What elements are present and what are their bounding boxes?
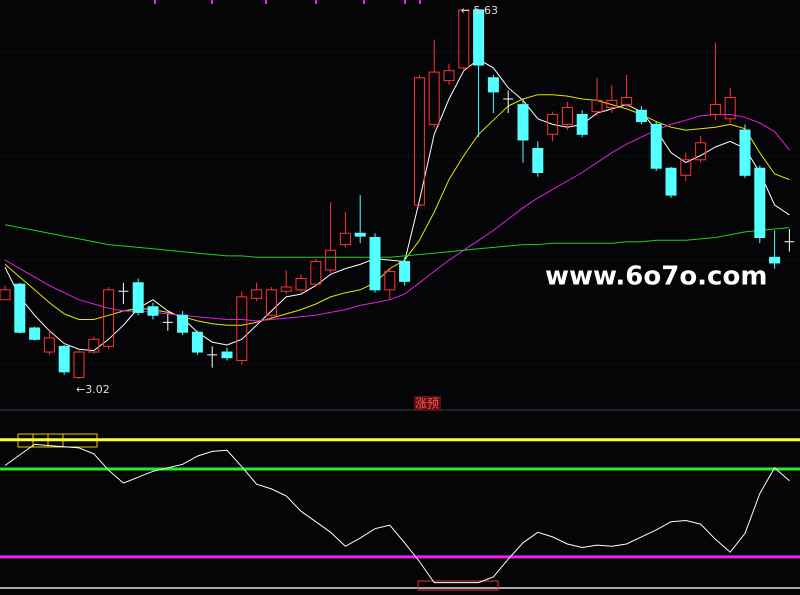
candle-body <box>43 337 55 353</box>
candle-body <box>310 261 322 285</box>
candle-body <box>428 71 440 125</box>
candle-body <box>147 306 159 316</box>
candle-body <box>325 249 337 271</box>
candle-body <box>88 338 100 353</box>
candle-body <box>280 286 292 292</box>
candle-body <box>0 289 11 301</box>
candle-body <box>754 167 766 239</box>
candle-body <box>73 351 85 378</box>
watermark: www.6o7o.com <box>545 262 767 292</box>
candle-body <box>14 283 26 333</box>
candle-body <box>443 70 455 82</box>
candle-body <box>709 104 721 116</box>
candle-body <box>221 351 233 359</box>
candle-body <box>236 296 248 362</box>
moving-average <box>4 224 790 258</box>
candle-body <box>132 282 144 313</box>
candle-body <box>339 232 351 246</box>
candle-body <box>576 114 588 135</box>
candle-body <box>369 237 381 291</box>
moving-average <box>4 58 790 352</box>
candle-body <box>191 331 203 353</box>
signal-label: 涨预 <box>415 396 439 411</box>
candle-body <box>58 345 70 373</box>
candle-body <box>606 99 618 108</box>
candle-body <box>265 289 277 316</box>
candle-body <box>650 123 662 169</box>
candle-body <box>635 109 647 123</box>
candle-body <box>621 97 633 106</box>
candle-body <box>399 261 411 282</box>
grid <box>0 51 800 365</box>
candle-body <box>547 114 559 135</box>
candle-body <box>517 104 529 141</box>
candle-body <box>103 289 115 347</box>
low-label: ←3.02 <box>76 383 110 396</box>
candle-body <box>354 232 366 237</box>
candle-body <box>251 289 263 299</box>
high-label: ← 5.63 <box>461 4 498 17</box>
indicator-line <box>4 443 790 584</box>
candle-body <box>665 167 677 196</box>
candle-body <box>29 327 41 340</box>
top-clipped-marks <box>154 0 421 4</box>
candle-body <box>177 314 189 333</box>
candle-body <box>295 278 307 291</box>
candle-body <box>384 270 396 291</box>
candle-body <box>487 77 499 93</box>
candle-body <box>591 99 603 113</box>
candle-body <box>769 256 781 264</box>
candle-body <box>739 129 751 176</box>
candle-body <box>532 147 544 173</box>
signal-box <box>417 580 499 591</box>
signal-badge <box>414 396 441 411</box>
candle-body <box>413 77 425 206</box>
plot: ← 5.63 ←3.02 <box>0 4 800 584</box>
candle-body <box>458 9 470 69</box>
candle-body <box>473 9 485 66</box>
candle-body <box>724 97 736 120</box>
candle-body <box>561 106 573 125</box>
candle-body <box>695 142 707 161</box>
candle-body <box>680 159 692 176</box>
